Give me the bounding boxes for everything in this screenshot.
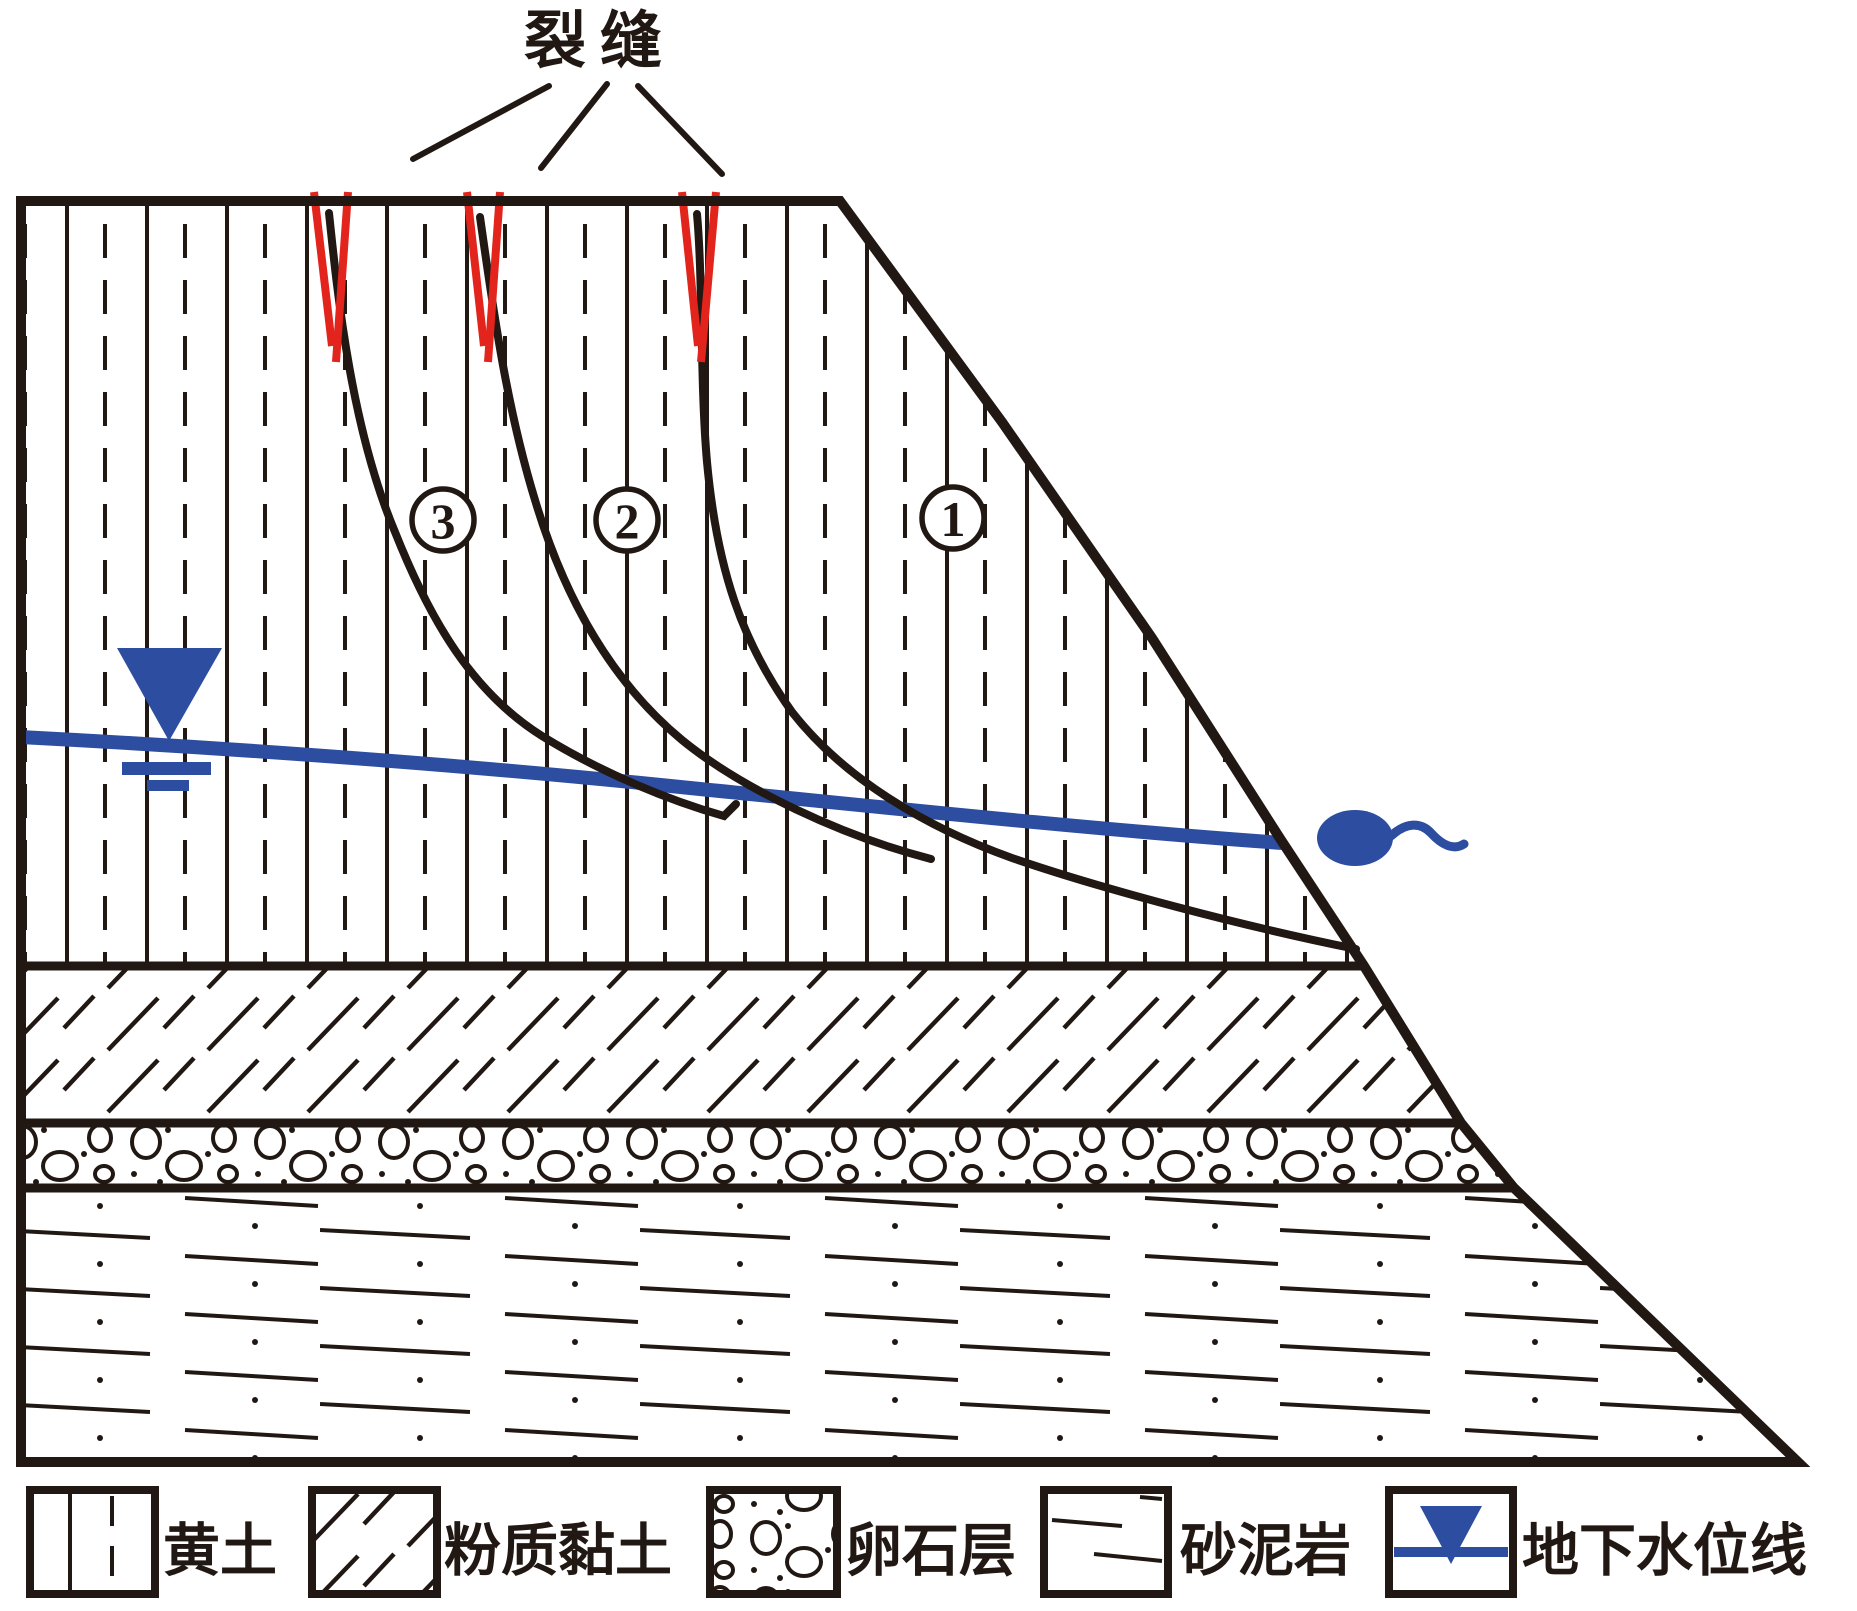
legend-item-sandy-mudstone: 砂泥岩: [1040, 1486, 1351, 1598]
water-table-symbol: [117, 648, 222, 791]
pebble-layer: [21, 1123, 1514, 1188]
crack-label: 裂缝: [524, 7, 676, 76]
slip-surface-2-curve: [476, 213, 935, 863]
legend-label-silty-clay: 粉质黏土: [444, 1520, 672, 1583]
svg-text:3: 3: [431, 493, 456, 549]
silty-clay-layer: [21, 966, 1461, 1123]
legend-item-loess: 黄土: [26, 1486, 277, 1598]
crack-middle: [463, 191, 504, 363]
legend-label-pebble: 卵石层: [845, 1520, 1016, 1583]
slip-surface-number-3: 3: [409, 486, 477, 554]
svg-text:2: 2: [615, 493, 640, 549]
tension-cracks: [310, 191, 720, 363]
legend: 黄土 粉质黏土 卵石层 砂泥岩 地下水位线: [26, 1486, 1807, 1598]
legend-item-pebble: 卵石层: [706, 1486, 1016, 1598]
crack-right: [678, 191, 720, 363]
loess-layer: [21, 201, 1364, 966]
legend-label-loess: 黄土: [163, 1520, 277, 1583]
pointer-line-middle: [538, 81, 610, 171]
slip-surface-3-curve: [325, 209, 740, 821]
slip-surface-1-curve: [693, 210, 1360, 953]
slip-surface-curves: [325, 209, 1360, 953]
crack-pointer-lines: [410, 81, 725, 177]
pointer-line-left: [410, 83, 552, 162]
legend-label-groundwater: 地下水位线: [1522, 1520, 1807, 1583]
legend-label-sandy-mudstone: 砂泥岩: [1180, 1520, 1351, 1583]
slope-outline: [16, 196, 1811, 1467]
sandy-mudstone-layer: [21, 1188, 1798, 1462]
legend-item-silty-clay: 粉质黏土: [308, 1486, 672, 1598]
svg-text:1: 1: [941, 491, 966, 547]
groundwater-line: [19, 730, 1284, 850]
spring-symbol: [1317, 810, 1469, 866]
legend-item-groundwater: 地下水位线: [1385, 1486, 1807, 1598]
pointer-line-right: [635, 83, 725, 177]
slip-surface-number-1: 1: [919, 484, 987, 552]
slip-surface-number-2: 2: [593, 486, 661, 554]
crack-left: [310, 191, 352, 363]
